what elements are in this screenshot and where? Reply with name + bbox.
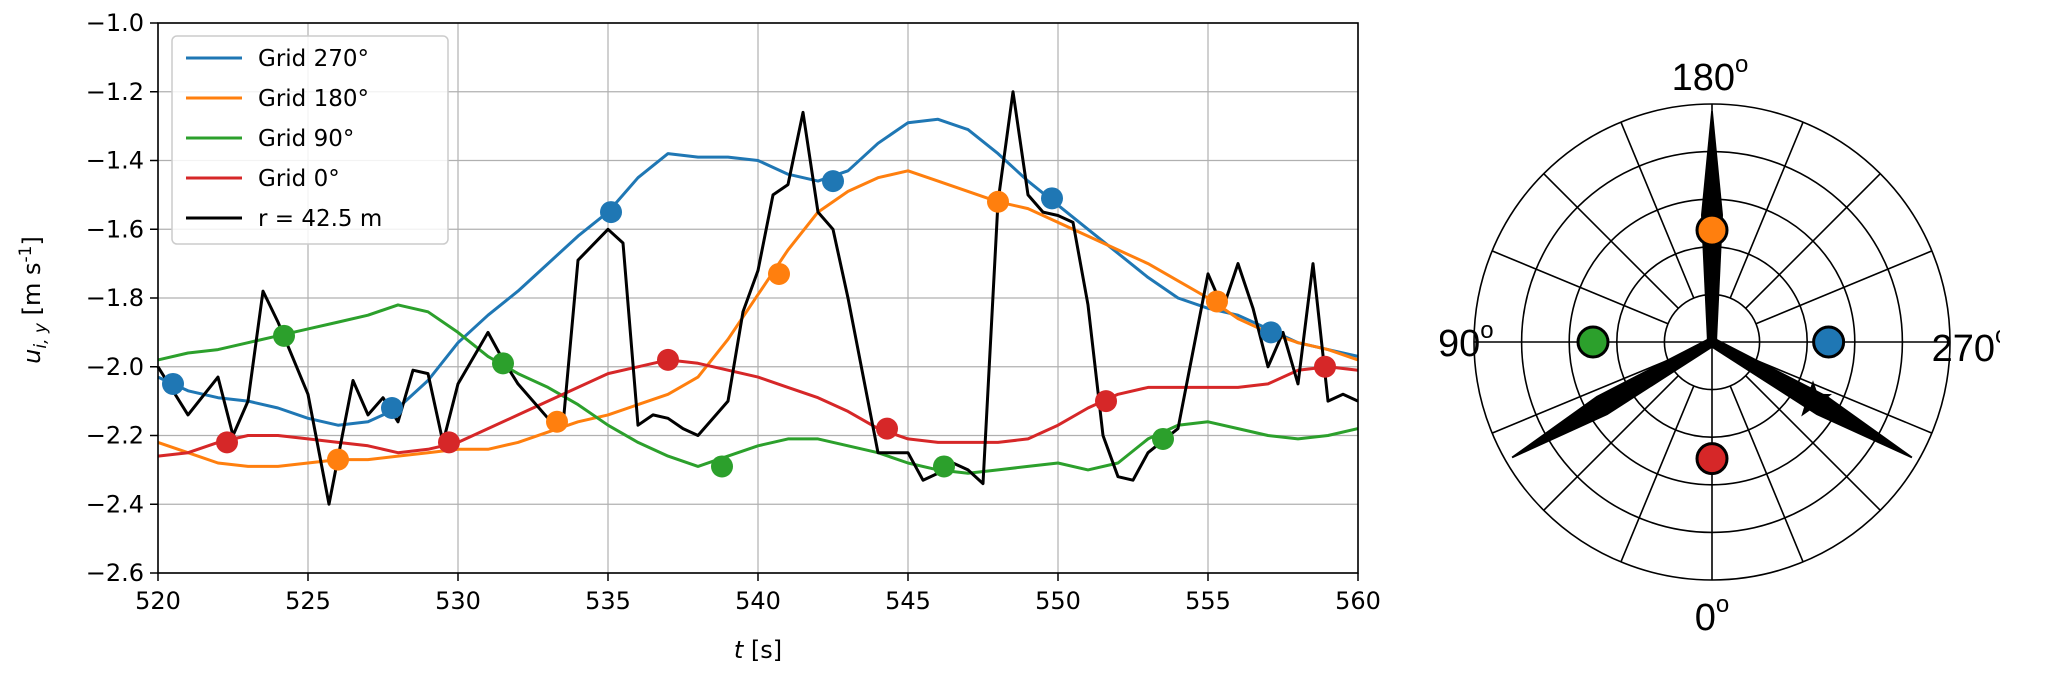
data-point-grid-0 xyxy=(1314,355,1336,378)
data-point-grid-180 xyxy=(987,190,1009,213)
y-tick-label: −1.8 xyxy=(86,284,144,312)
data-point-grid-180 xyxy=(546,410,568,433)
polar-spokes xyxy=(1474,104,1950,580)
data-point-grid-0 xyxy=(438,431,460,454)
x-tick-label: 525 xyxy=(285,587,331,615)
x-tick-label: 520 xyxy=(135,587,181,615)
legend-label-r-42-5: r = 42.5 m xyxy=(258,206,382,232)
data-point-grid-180 xyxy=(1206,290,1228,313)
polar-spoke xyxy=(1543,173,1679,309)
data-point-grid-270 xyxy=(162,372,184,395)
blade-tip-star xyxy=(1794,380,1832,417)
x-axis-label: t [s] xyxy=(734,636,782,664)
polar-spoke xyxy=(1620,385,1695,563)
polar-spoke xyxy=(1543,375,1679,511)
polar-label-0: 0o xyxy=(1695,591,1730,639)
data-point-grid-0 xyxy=(216,431,238,454)
x-tick-label: 530 xyxy=(435,587,481,615)
y-tick-label: −1.0 xyxy=(86,9,144,37)
data-point-grid-180 xyxy=(327,448,349,471)
polar-spoke xyxy=(1729,121,1804,299)
y-tick-label: −2.2 xyxy=(86,422,144,450)
data-point-grid-270 xyxy=(600,201,622,224)
data-point-grid-270 xyxy=(1260,321,1282,344)
legend-label-grid-90: Grid 90° xyxy=(258,126,354,152)
data-point-grid-270 xyxy=(1041,187,1063,210)
polar-label-180: 180o xyxy=(1672,51,1749,99)
polar-spoke xyxy=(1755,359,1933,434)
polar-spoke xyxy=(1491,250,1669,325)
x-axis-ticks: 520 525 530 535 540 545 550 555 560 xyxy=(135,573,1380,615)
star-marker xyxy=(1794,380,1832,417)
series-line-grid-0 xyxy=(157,358,1359,458)
polar-spoke xyxy=(1491,359,1669,434)
data-point-grid-270 xyxy=(381,397,403,419)
data-point-grid-180 xyxy=(768,262,790,285)
y-tick-label: −1.6 xyxy=(86,215,144,243)
polar-marker-grid-270 xyxy=(1812,325,1846,359)
y-tick-label: −2.6 xyxy=(86,559,144,587)
y-tick-label: −2.0 xyxy=(86,353,144,381)
polar-spoke xyxy=(1745,173,1881,309)
y-tick-label: −2.4 xyxy=(86,490,144,518)
y-axis-label: ui, y [m s-1] xyxy=(16,236,51,364)
polar-spoke xyxy=(1729,385,1804,563)
polar-label-90: 90o xyxy=(1440,317,1494,365)
x-tick-label: 560 xyxy=(1335,587,1380,615)
polar-spoke xyxy=(1755,250,1933,325)
x-tick-label: 540 xyxy=(735,587,781,615)
y-tick-label: −1.4 xyxy=(86,147,144,175)
turbine-blade xyxy=(1511,337,1715,459)
data-point-grid-90 xyxy=(492,352,514,375)
polar-marker-grid-0 xyxy=(1695,442,1729,476)
series-line-grid-270 xyxy=(157,117,1359,427)
turbine-hub xyxy=(1706,336,1718,348)
x-tick-label: 545 xyxy=(885,587,931,615)
data-point-grid-90 xyxy=(1152,427,1174,450)
data-point-grid-270 xyxy=(822,170,844,193)
polar-marker-grid-180 xyxy=(1695,213,1729,247)
legend-label-grid-270: Grid 270° xyxy=(258,46,369,72)
legend-label-grid-0: Grid 0° xyxy=(258,166,340,192)
polar-marker-grid-90 xyxy=(1576,325,1610,359)
data-point-grid-90 xyxy=(711,455,733,478)
data-point-grid-0 xyxy=(876,417,898,440)
polar-spoke xyxy=(1745,375,1881,511)
data-point-grid-90 xyxy=(273,324,295,347)
data-point-grid-0 xyxy=(1095,390,1117,413)
x-tick-label: 550 xyxy=(1035,587,1081,615)
y-axis-ticks: −2.6 −2.4 −2.2 −2.0 −1.8 −1.6 −1.4 −1.2 −1.0 xyxy=(86,9,158,587)
data-point-grid-0 xyxy=(657,348,679,371)
line-chart: 520 525 530 535 540 545 550 555 560 −2.6 −2.4 −2.2… xyxy=(16,9,1380,664)
series-line-grid-180 xyxy=(157,169,1359,468)
polar-grid-markers xyxy=(1576,213,1846,476)
legend-label-grid-180: Grid 180° xyxy=(258,86,369,112)
series-markers xyxy=(162,170,1336,478)
x-tick-label: 555 xyxy=(1185,587,1231,615)
data-point-grid-90 xyxy=(933,455,955,478)
polar-spoke xyxy=(1620,121,1695,299)
y-tick-label: −1.2 xyxy=(86,78,144,106)
polar-label-270: 270o xyxy=(1932,322,2000,370)
legend: Grid 270° Grid 180° Grid 90° Grid 0° r =… xyxy=(171,35,449,245)
polar-diagram: 180o 90o 270o 0o xyxy=(1440,51,2000,639)
legend-box xyxy=(171,35,449,245)
x-tick-label: 535 xyxy=(585,587,631,615)
